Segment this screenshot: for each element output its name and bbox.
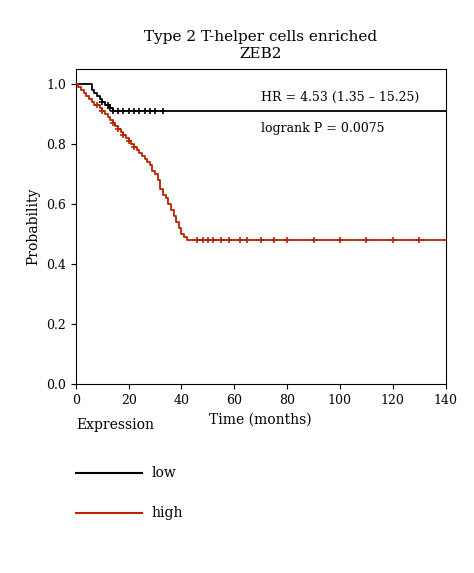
Text: Expression: Expression	[76, 418, 154, 432]
Text: low: low	[152, 466, 176, 480]
Text: HR = 4.53 (1.35 – 15.25): HR = 4.53 (1.35 – 15.25)	[261, 91, 419, 104]
Text: logrank P = 0.0075: logrank P = 0.0075	[261, 122, 384, 135]
Title: Type 2 T-helper cells enriched
ZEB2: Type 2 T-helper cells enriched ZEB2	[144, 30, 377, 61]
Y-axis label: Probability: Probability	[27, 187, 41, 265]
X-axis label: Time (months): Time (months)	[210, 412, 312, 426]
Text: high: high	[152, 506, 183, 520]
